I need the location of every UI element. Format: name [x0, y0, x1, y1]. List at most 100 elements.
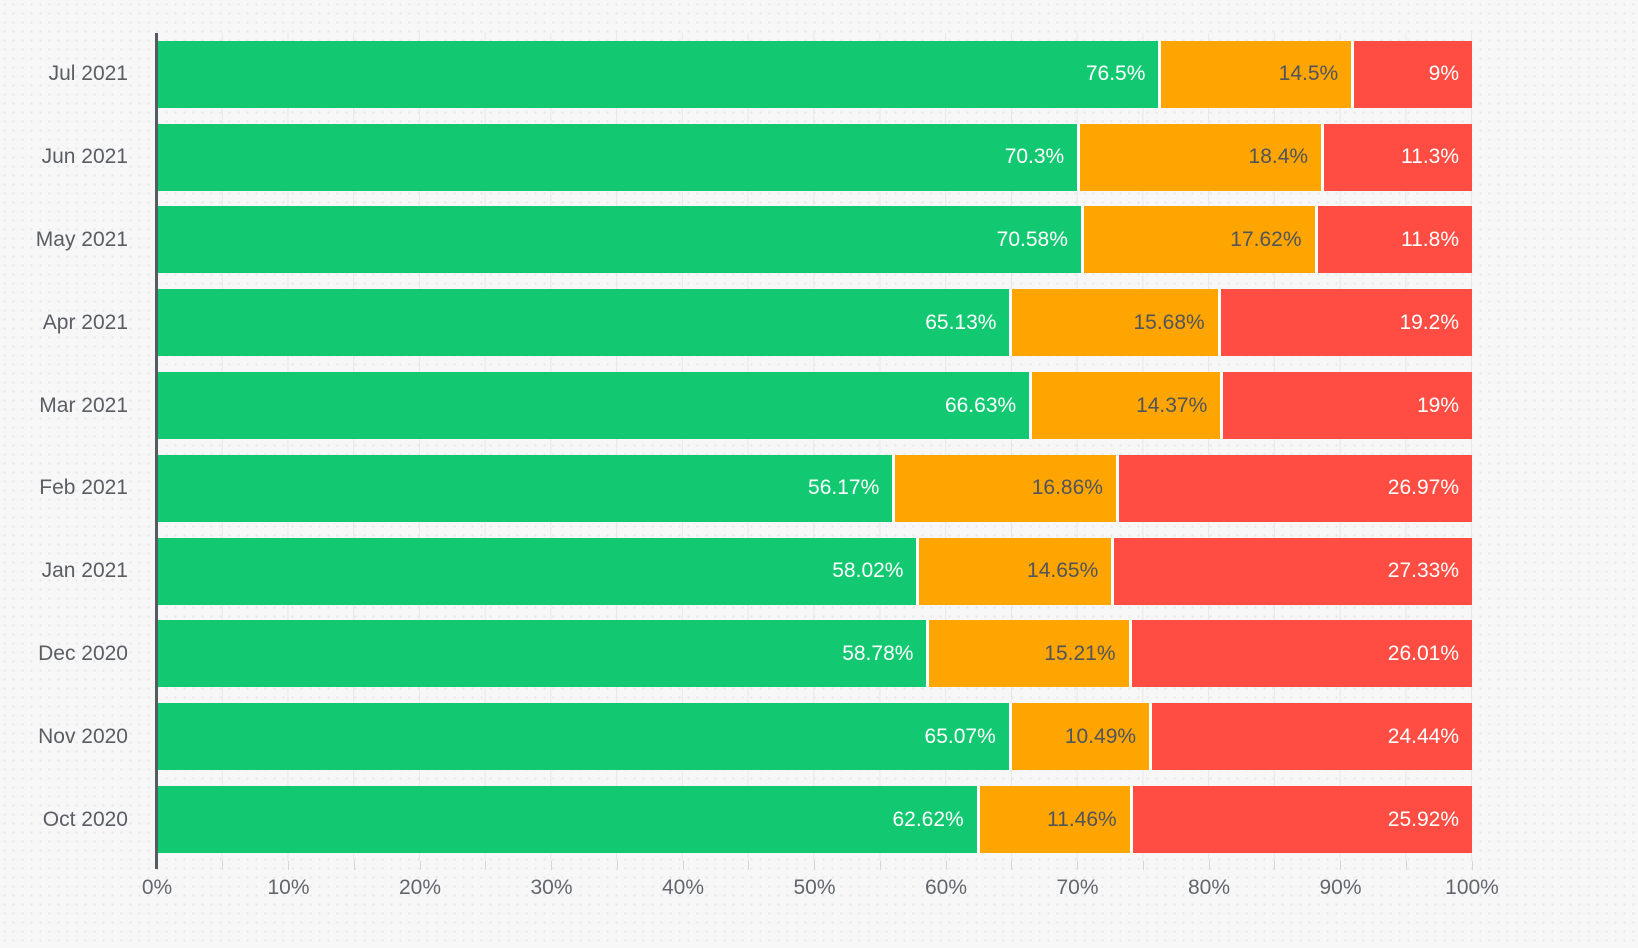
x-axis-tick — [485, 861, 487, 870]
red-segment[interactable]: 19.2% — [1220, 289, 1472, 357]
x-axis-tick-label: 50% — [793, 876, 836, 899]
x-axis-labels: 0% 10% 20% 30% 40% 50% 60% 70% 80% 90% 100% — [142, 876, 1499, 906]
segment-value-label: 70.58% — [996, 227, 1068, 251]
segment-value-label: 11.3% — [1401, 145, 1460, 169]
x-axis-tick — [682, 861, 684, 870]
segment-value-label: 24.44% — [1387, 724, 1459, 748]
segment-value-label: 58.02% — [832, 559, 904, 583]
x-axis-tick — [879, 861, 881, 870]
chart-row: May 2021 70.58% 17.62% 11.8% — [0, 199, 1472, 282]
chart-row: Apr 2021 65.13% 15.68% 19.2% — [0, 281, 1472, 364]
orange-segment[interactable]: 16.86% — [895, 454, 1116, 522]
green-segment[interactable]: 70.58% — [157, 206, 1081, 274]
x-axis-tick — [1077, 861, 1078, 870]
x-axis-tick — [288, 861, 289, 870]
x-axis-tick — [1405, 861, 1407, 870]
stacked-bar: 76.5% 14.5% 9% — [157, 40, 1473, 108]
green-segment[interactable]: 65.07% — [157, 703, 1009, 771]
segment-value-label: 19% — [1416, 393, 1459, 417]
x-axis-tick-label: 0% — [141, 876, 173, 899]
category-label: Feb 2021 — [39, 476, 128, 500]
category-label: Dec 2020 — [38, 641, 128, 665]
x-axis-tick-label: 40% — [661, 876, 705, 899]
red-segment[interactable]: 26.01% — [1131, 620, 1472, 688]
red-segment[interactable]: 11.3% — [1324, 123, 1473, 191]
chart-row: Feb 2021 56.17% 16.86% 26.97% — [0, 447, 1472, 530]
orange-segment[interactable]: 14.5% — [1161, 40, 1352, 108]
x-axis-tick — [353, 861, 355, 870]
segment-value-label: 26.97% — [1387, 476, 1459, 500]
segment-value-label: 65.07% — [924, 724, 996, 748]
x-axis-ticks — [156, 861, 1473, 870]
red-segment[interactable]: 26.97% — [1118, 454, 1472, 522]
stacked-bar: 58.02% 14.65% 27.33% — [157, 537, 1472, 605]
category-label: Mar 2021 — [39, 393, 128, 417]
orange-segment[interactable]: 11.46% — [979, 786, 1130, 854]
x-axis-tick — [419, 861, 421, 870]
x-axis-tick — [1208, 861, 1210, 870]
value-axis-line — [155, 33, 158, 869]
orange-segment[interactable]: 18.4% — [1080, 123, 1322, 191]
x-axis-tick — [945, 861, 947, 870]
orange-segment[interactable]: 10.49% — [1011, 703, 1150, 771]
segment-value-label: 15.68% — [1133, 310, 1205, 334]
green-segment[interactable]: 56.17% — [157, 454, 893, 522]
segment-value-label: 66.63% — [944, 393, 1017, 417]
chart-rows: Jul 2021 76.5% 14.5% 9% Jun 2021 70.3% 18.4% 11… — [0, 33, 1473, 861]
x-axis-tick — [748, 861, 750, 870]
green-segment[interactable]: 70.3% — [157, 123, 1078, 191]
segment-value-label: 76.5% — [1085, 62, 1146, 86]
chart-row: Jun 2021 70.3% 18.4% 11.3% — [0, 116, 1473, 199]
x-axis-tick-label: 80% — [1187, 876, 1231, 899]
green-segment[interactable]: 66.63% — [157, 372, 1030, 440]
x-axis-tick-label: 10% — [267, 876, 310, 899]
x-axis-tick-label: 70% — [1056, 876, 1099, 899]
segment-value-label: 9% — [1428, 62, 1460, 86]
segment-value-label: 16.86% — [1031, 476, 1103, 500]
x-axis-tick — [1340, 861, 1341, 870]
orange-segment[interactable]: 14.37% — [1032, 372, 1221, 440]
green-segment[interactable]: 65.13% — [157, 289, 1010, 357]
x-axis-tick — [1011, 861, 1013, 870]
chart-row: Jul 2021 76.5% 14.5% 9% — [0, 33, 1473, 116]
x-axis-tick — [1471, 861, 1473, 870]
segment-value-label: 15.21% — [1044, 641, 1116, 665]
red-segment[interactable]: 11.8% — [1317, 206, 1472, 274]
red-segment[interactable]: 19% — [1223, 372, 1472, 440]
orange-segment[interactable]: 15.68% — [1012, 289, 1218, 357]
red-segment[interactable]: 9% — [1354, 40, 1473, 108]
segment-value-label: 17.62% — [1230, 227, 1302, 251]
chart-row: Nov 2020 65.07% 10.49% 24.44% — [0, 695, 1472, 778]
segment-value-label: 58.78% — [842, 641, 914, 665]
x-axis-tick — [1142, 861, 1144, 870]
x-axis-tick — [814, 861, 815, 870]
stacked-bar: 66.63% 14.37% 19% — [157, 372, 1472, 440]
category-label: May 2021 — [35, 227, 128, 251]
orange-segment[interactable]: 14.65% — [919, 537, 1112, 605]
orange-segment[interactable]: 17.62% — [1083, 206, 1315, 274]
segment-value-label: 11.8% — [1401, 227, 1459, 251]
orange-segment[interactable]: 15.21% — [929, 620, 1129, 688]
red-segment[interactable]: 25.92% — [1132, 786, 1473, 854]
green-segment[interactable]: 58.78% — [157, 620, 927, 688]
segment-value-label: 27.33% — [1387, 559, 1459, 583]
segment-value-label: 14.37% — [1136, 393, 1208, 417]
segment-value-label: 62.62% — [892, 807, 964, 831]
stacked-bar: 58.78% 15.21% 26.01% — [157, 620, 1472, 688]
category-label: Jun 2021 — [41, 145, 128, 169]
segment-value-label: 14.65% — [1027, 559, 1099, 583]
red-segment[interactable]: 24.44% — [1152, 703, 1472, 771]
segment-value-label: 56.17% — [808, 476, 880, 500]
segment-value-label: 14.5% — [1278, 62, 1339, 86]
green-segment[interactable]: 76.5% — [157, 40, 1159, 108]
green-segment[interactable]: 58.02% — [157, 537, 917, 605]
chart-row: Dec 2020 58.78% 15.21% 26.01% — [0, 613, 1472, 696]
segment-value-label: 70.3% — [1004, 145, 1065, 169]
x-axis-tick-label: 100% — [1445, 876, 1499, 899]
x-axis-tick-label: 90% — [1319, 876, 1362, 899]
stacked-bar: 70.58% 17.62% 11.8% — [157, 206, 1472, 274]
chart-row: Mar 2021 66.63% 14.37% 19% — [0, 364, 1472, 447]
green-segment[interactable]: 62.62% — [157, 786, 977, 854]
red-segment[interactable]: 27.33% — [1114, 537, 1472, 605]
